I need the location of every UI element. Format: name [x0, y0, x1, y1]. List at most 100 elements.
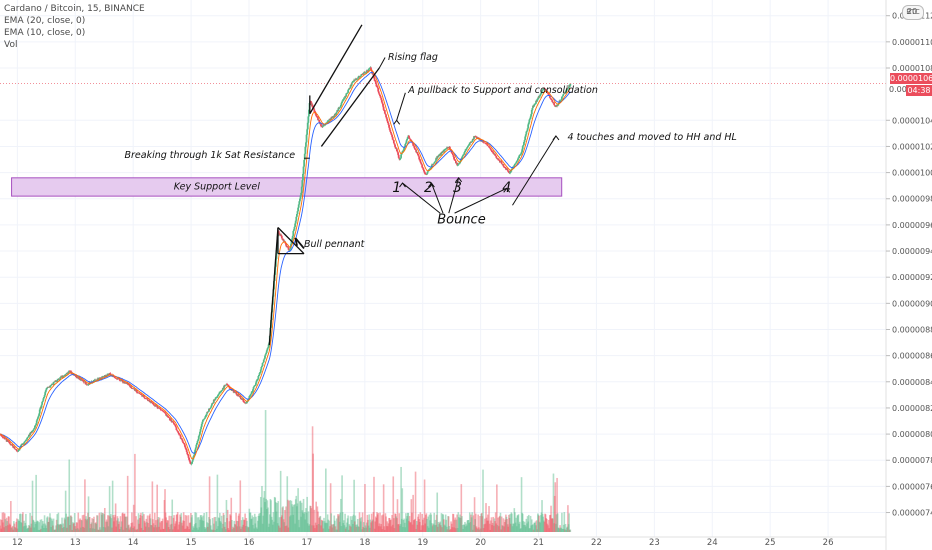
volume-bar [174, 523, 177, 532]
volume-bar [178, 524, 180, 532]
volume-bar [538, 521, 541, 532]
volume-bar [216, 474, 219, 532]
candle-body [535, 101, 537, 104]
volume-bar [332, 524, 335, 532]
volume-bar [399, 525, 401, 532]
time-axis[interactable]: 12 13 14 15 16 17 18 19 20 21 22 23 24 25 26 [0, 536, 886, 548]
volume-bar [563, 512, 566, 532]
volume-bar [484, 518, 486, 532]
candle-body [66, 372, 69, 374]
y-tick-label: 0.00000960 [892, 221, 932, 230]
volume-bar [229, 514, 231, 532]
candle-body [27, 436, 30, 438]
currency-badge[interactable]: BTC [902, 5, 924, 20]
candle-body [70, 371, 72, 374]
volume-bar [367, 519, 369, 532]
volume-bar [28, 524, 30, 532]
volume-bar [547, 525, 549, 532]
candle-body [310, 102, 313, 106]
candle-body [257, 376, 260, 379]
volume-bar [0, 528, 3, 532]
volume-bar [325, 468, 327, 532]
volume-bar [464, 521, 466, 532]
volume-bar [224, 522, 227, 532]
volume-bar [0, 525, 1, 532]
annotation-text: A pullback to Support and consolidation [407, 85, 598, 96]
volume-bar [99, 527, 101, 532]
volume-bar [302, 498, 305, 532]
volume-bar [559, 527, 562, 532]
candle-body [380, 99, 383, 103]
candle-body [459, 158, 462, 162]
volume-bar [42, 523, 45, 532]
candle-body [368, 68, 371, 70]
volume-bar [521, 512, 523, 532]
volume-bar [227, 528, 230, 532]
ema10-indicator[interactable]: EMA (10, close, 0) [4, 28, 86, 38]
candle-body [290, 240, 293, 245]
volume-bar [415, 521, 418, 532]
volume-bar [176, 514, 178, 532]
candle-body [85, 383, 88, 385]
flag-pointer [378, 57, 386, 69]
volume-bar [409, 522, 411, 532]
candle-body [42, 398, 45, 401]
volume-bar [477, 527, 480, 532]
candle-body [81, 379, 84, 381]
volume-bar [128, 524, 130, 532]
volume-bar [55, 525, 57, 532]
volume-bar [275, 511, 278, 532]
candle-body [259, 369, 262, 373]
candle-body [347, 88, 350, 91]
candle-body [185, 448, 187, 450]
volume-bar [278, 525, 280, 532]
volume-bar [407, 512, 410, 532]
volume-bar [270, 500, 272, 532]
volume-bar [368, 514, 370, 532]
volume-bar [360, 517, 363, 532]
volume-bar [337, 516, 340, 532]
volume-bar [275, 502, 277, 532]
volume-bar [69, 515, 72, 532]
candle-body [509, 170, 512, 174]
candle-body [364, 72, 367, 74]
volume-indicator[interactable]: Vol [4, 40, 18, 50]
volume-bar [8, 523, 11, 532]
volume-bar [444, 514, 447, 532]
volume-bar [391, 514, 393, 532]
volume-bar [126, 516, 128, 532]
volume-bar [41, 521, 44, 532]
candle-body [489, 147, 492, 149]
volume-bar [461, 516, 463, 532]
volume-bar [566, 526, 569, 532]
volume-bar [537, 513, 539, 532]
candle-body [560, 96, 563, 100]
volume-bar [317, 511, 319, 532]
ema20-indicator[interactable]: EMA (20, close, 0) [4, 16, 86, 26]
volume-bar [148, 515, 151, 532]
candle-body [264, 355, 266, 359]
volume-bar [538, 515, 540, 532]
candle-body [498, 159, 501, 161]
volume-bar [425, 513, 428, 532]
volume-bar [404, 527, 407, 532]
candle-body [471, 140, 474, 142]
volume-bar [358, 512, 361, 532]
volume-bar [370, 522, 372, 532]
candle-body [152, 403, 155, 405]
candle-body [239, 396, 242, 398]
volume-bar [92, 519, 95, 532]
volume-bar [448, 526, 451, 532]
countdown-label: 04:38 [906, 85, 932, 96]
volume-bar [568, 529, 571, 532]
candle-body [385, 117, 388, 119]
volume-bar [232, 526, 234, 532]
candle-body [248, 396, 251, 399]
candle-body [399, 157, 402, 159]
volume-bar [365, 527, 367, 532]
candle-body [355, 78, 358, 80]
x-tick-label: 14 [128, 538, 139, 548]
volume-bar [166, 520, 169, 532]
candle-body [415, 149, 418, 153]
